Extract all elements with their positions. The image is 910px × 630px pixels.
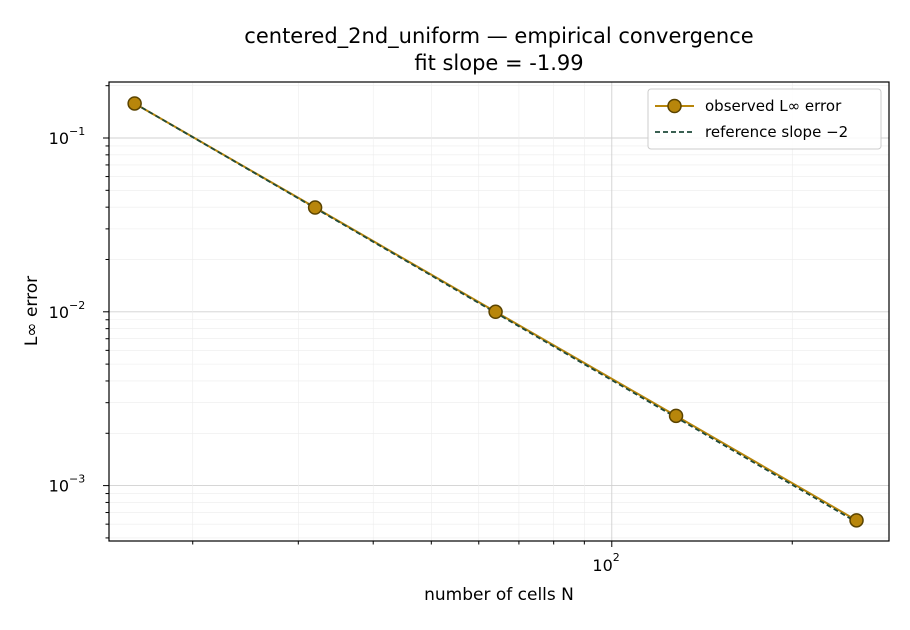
axis-ticks: 10 −310 −210 −110 2 (49, 85, 793, 575)
y-tick-label: 10 (49, 477, 69, 496)
legend-box (647, 88, 882, 150)
legend-label-reference: reference slope −2 (705, 123, 848, 141)
legend: observed L∞ error reference slope −2 (647, 88, 882, 150)
observed-error-point (488, 304, 503, 320)
observed-error-point (127, 96, 142, 111)
x-tick-exponent: 2 (613, 551, 620, 564)
observed-error-point (307, 200, 323, 215)
y-tick-label: 10 (49, 129, 69, 148)
y-tick-exponent: −3 (69, 473, 85, 486)
x-tick-label: 10 (592, 556, 612, 575)
y-axis-label: L∞ error (22, 276, 42, 346)
y-tick-exponent: −1 (69, 125, 85, 138)
series-layer (127, 96, 864, 528)
legend-marker-observed (667, 98, 682, 114)
y-tick-exponent: −2 (69, 299, 85, 312)
y-tick-label: 10 (49, 303, 69, 322)
chart-title: centered_2nd_uniform — empirical converg… (244, 24, 753, 49)
legend-label-observed: observed L∞ error (705, 97, 842, 115)
observed-error-point (849, 513, 864, 528)
observed-error-point (668, 408, 684, 424)
x-axis-label: number of cells N (424, 585, 574, 605)
chart-subtitle: fit slope = -1.99 (414, 51, 583, 75)
